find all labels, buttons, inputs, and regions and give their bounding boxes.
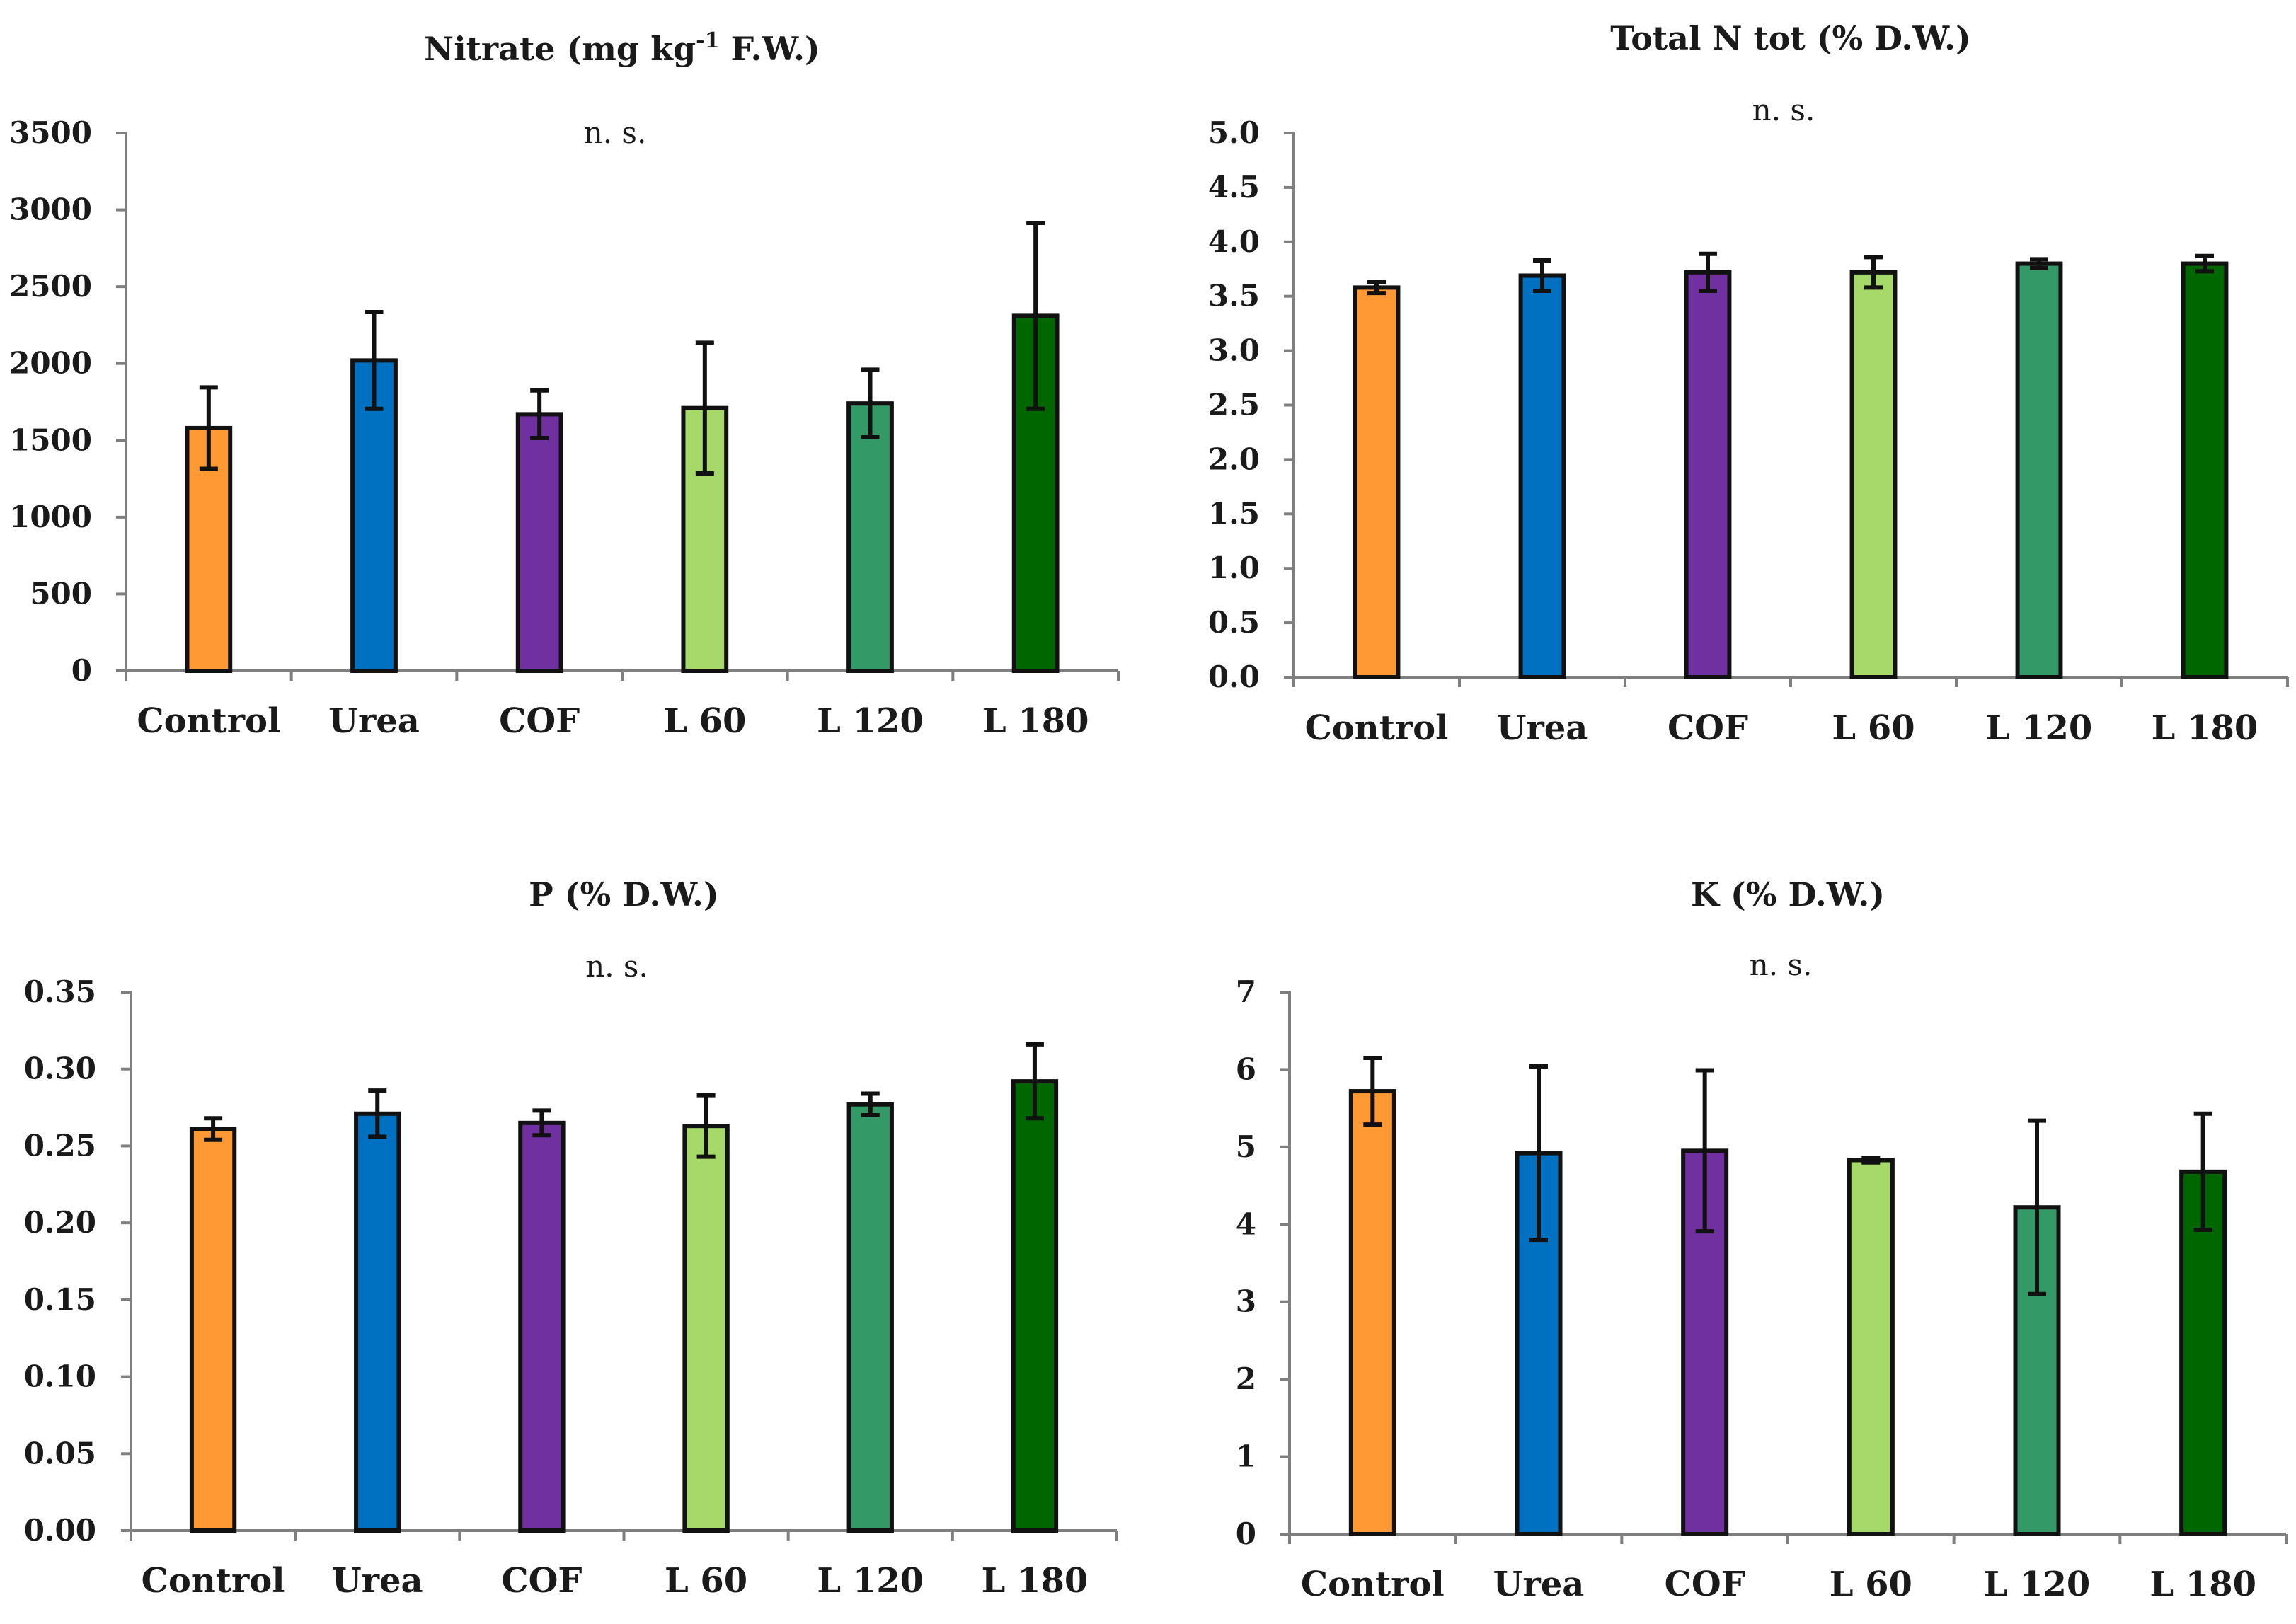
y-tick-label: 5.0 bbox=[1208, 115, 1260, 150]
y-tick-label: 3.0 bbox=[1208, 333, 1260, 368]
x-category-label: COF bbox=[501, 1561, 582, 1601]
y-tick-label: 0.25 bbox=[24, 1128, 96, 1163]
x-category-label: L 60 bbox=[663, 701, 746, 741]
x-category-label: Control bbox=[137, 701, 280, 741]
y-tick-label: 7 bbox=[1236, 974, 1256, 1009]
significance-label: n. s. bbox=[1752, 93, 1815, 127]
chart-title: Nitrate (mg kg-1 F.W.) bbox=[424, 28, 820, 68]
y-tick-label: 3000 bbox=[9, 192, 92, 227]
bar-cof bbox=[1684, 270, 1732, 679]
y-tick-label: 1500 bbox=[9, 422, 92, 457]
x-category-label: L 120 bbox=[1984, 1565, 2091, 1604]
bar-cof bbox=[515, 412, 563, 673]
y-tick-label: 3.5 bbox=[1208, 279, 1260, 313]
x-category-label: COF bbox=[1668, 708, 1748, 748]
y-tick-label: 2000 bbox=[9, 346, 92, 381]
significance-label: n. s. bbox=[584, 115, 647, 150]
y-tick-label: 0.20 bbox=[24, 1205, 96, 1240]
y-tick-label: 1 bbox=[1236, 1439, 1256, 1474]
y-tick-label: 5 bbox=[1236, 1129, 1256, 1164]
bar-l-60 bbox=[681, 405, 729, 674]
chart-title: P (% D.W.) bbox=[529, 875, 719, 914]
x-category-label: COF bbox=[499, 701, 580, 741]
chart-title-tail: F.W.) bbox=[719, 30, 820, 68]
x-category-label: L 120 bbox=[1986, 708, 2093, 748]
chart-title-superscript: -1 bbox=[696, 28, 719, 53]
y-tick-label: 0.15 bbox=[24, 1282, 96, 1317]
y-tick-label: 4 bbox=[1236, 1207, 1256, 1241]
y-tick-label: 2.0 bbox=[1208, 442, 1260, 476]
x-category-label: Control bbox=[142, 1561, 285, 1601]
bar-l-60 bbox=[1849, 270, 1898, 679]
y-tick-label: 3500 bbox=[9, 115, 92, 150]
y-tick-label: 0.05 bbox=[24, 1436, 96, 1470]
bar-l-60 bbox=[682, 1124, 730, 1533]
y-tick-label: 0 bbox=[1236, 1516, 1256, 1551]
x-category-label: Control bbox=[1301, 1565, 1445, 1604]
y-tick-label: 0.5 bbox=[1208, 605, 1260, 640]
y-tick-label: 1.0 bbox=[1208, 551, 1260, 585]
bar-urea bbox=[350, 358, 398, 673]
y-tick-label: 3 bbox=[1236, 1284, 1256, 1319]
y-tick-label: 4.5 bbox=[1208, 170, 1260, 205]
y-tick-label: 6 bbox=[1236, 1052, 1256, 1086]
bar-urea bbox=[1515, 1151, 1563, 1536]
y-tick-label: 0.10 bbox=[24, 1359, 96, 1394]
bar-l-180 bbox=[2181, 261, 2229, 679]
chart-title-main: Nitrate (mg kg bbox=[424, 30, 696, 68]
y-tick-label: 0.0 bbox=[1208, 660, 1260, 694]
bar-l-60 bbox=[1847, 1158, 1895, 1536]
chart-title-main: K (% D.W.) bbox=[1691, 875, 1885, 914]
x-category-label: L 180 bbox=[2149, 1565, 2256, 1604]
chart-title: Total N tot (% D.W.) bbox=[1610, 19, 1970, 57]
y-tick-label: 1.5 bbox=[1208, 496, 1260, 531]
bar-l-120 bbox=[846, 401, 894, 674]
x-category-label: L 120 bbox=[817, 1561, 924, 1601]
y-tick-label: 4.0 bbox=[1208, 224, 1260, 259]
bar-control bbox=[1353, 285, 1401, 679]
x-category-label: Urea bbox=[332, 1561, 423, 1601]
bar-l-180 bbox=[1011, 1079, 1059, 1533]
bar-urea bbox=[354, 1111, 401, 1533]
chart-title-main: P (% D.W.) bbox=[529, 875, 719, 914]
x-category-label: Control bbox=[1305, 708, 1449, 748]
y-tick-label: 2500 bbox=[9, 269, 92, 304]
bar-control bbox=[1348, 1089, 1396, 1537]
x-category-label: L 180 bbox=[982, 1561, 1089, 1601]
y-tick-label: 2 bbox=[1236, 1361, 1256, 1396]
x-category-label: L 120 bbox=[817, 701, 924, 741]
x-category-label: L 60 bbox=[1832, 708, 1915, 748]
y-tick-label: 0.30 bbox=[24, 1052, 96, 1086]
p-chart: P (% D.W.) n. s. 0.00 0.05 0.10 0.15 0.20 0.25 0… bbox=[24, 875, 1118, 1601]
bar-cof bbox=[518, 1120, 566, 1533]
y-tick-label: 0.00 bbox=[24, 1513, 96, 1548]
chart-title: K (% D.W.) bbox=[1691, 875, 1885, 914]
x-category-label: COF bbox=[1665, 1565, 1745, 1604]
x-category-label: L 60 bbox=[1830, 1565, 1912, 1604]
y-tick-label: 2.5 bbox=[1208, 388, 1260, 422]
bar-l-120 bbox=[846, 1102, 894, 1533]
y-tick-label: 500 bbox=[30, 576, 92, 611]
chart-title-main: Total N tot (% D.W.) bbox=[1610, 19, 1970, 57]
x-category-label: Urea bbox=[328, 701, 420, 741]
y-tick-label: 0.35 bbox=[24, 974, 96, 1009]
bar-control bbox=[189, 1127, 237, 1533]
x-category-label: L 180 bbox=[982, 701, 1089, 741]
bar-urea bbox=[1518, 273, 1566, 679]
x-category-label: Urea bbox=[1493, 1565, 1585, 1604]
total-n-chart: Total N tot (% D.W.) n. s. 0.0 0.5 1.0 1.5 2.0… bbox=[1208, 19, 2289, 748]
y-tick-label: 0 bbox=[71, 653, 92, 688]
significance-label: n. s. bbox=[585, 949, 648, 984]
y-tick-label: 1000 bbox=[9, 500, 92, 534]
x-category-label: L 180 bbox=[2152, 708, 2258, 748]
x-category-label: Urea bbox=[1497, 708, 1588, 748]
bar-l-120 bbox=[2015, 261, 2063, 679]
x-category-label: L 60 bbox=[665, 1561, 747, 1601]
k-chart: K (% D.W.) n. s. 0 1 2 3 4 5 6 7 Control Urea COF L 6… bbox=[1236, 875, 2288, 1604]
nitrate-chart: Nitrate (mg kg-1 F.W.) n. s. 0 500 1000 1500 2… bbox=[9, 28, 1120, 741]
significance-label: n. s. bbox=[1750, 948, 1813, 982]
